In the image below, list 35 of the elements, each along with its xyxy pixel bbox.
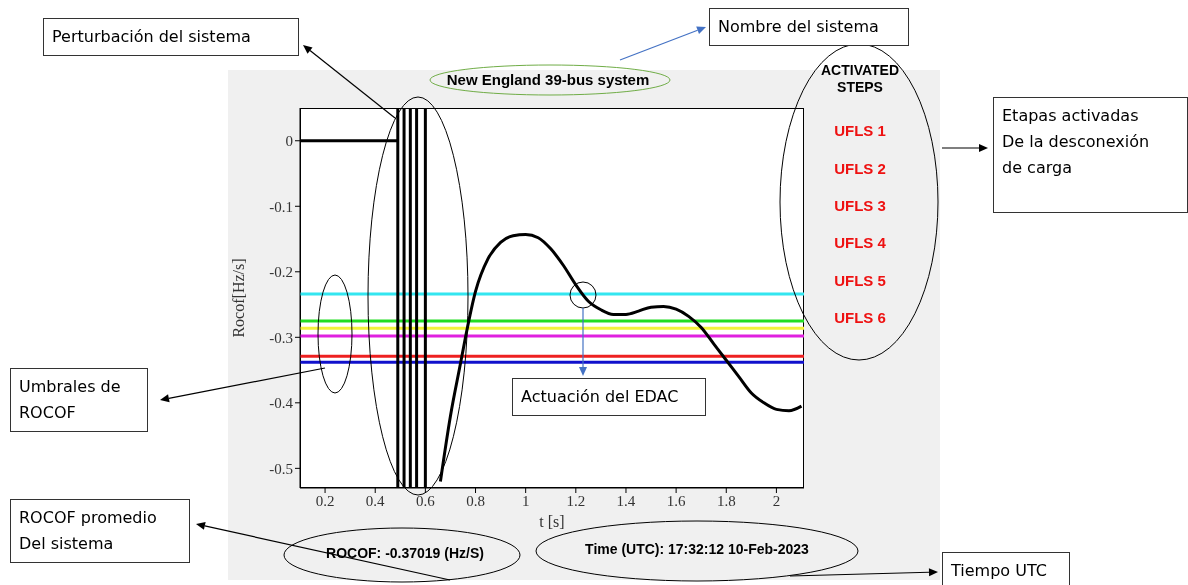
x-tick-label: 0.2	[315, 492, 335, 509]
x-tick-label: 1.6	[666, 492, 686, 509]
text: UFLS 2	[833, 160, 887, 177]
x-axis-title: t [s]	[539, 513, 565, 531]
x-tick-label: 1.4	[616, 492, 636, 509]
text: Umbrales de ROCOF	[19, 376, 122, 424]
text: ACTIVATED STEPS	[819, 62, 900, 96]
y-axis-title: Rocof[Hz/s]	[229, 258, 247, 338]
chart-title: New England 39-bus system	[445, 71, 651, 88]
text: UFLS 1	[833, 122, 887, 139]
text: UFLS 6	[833, 309, 887, 326]
x-tick-label: 1.8	[716, 492, 736, 509]
y-tick-label: 0	[285, 133, 293, 150]
x-tick-label: 0.4	[365, 492, 386, 509]
x-tick-label: 1	[521, 492, 530, 509]
x-tick-label: 2	[772, 492, 781, 509]
y-tick-label: -0.5	[269, 460, 293, 477]
text: Tiempo UTC	[951, 560, 1048, 582]
text: Time (UTC): 17:32:12 10-Feb-2023	[584, 541, 810, 557]
text: Perturbación del sistema	[52, 26, 252, 48]
y-tick-label: -0.2	[269, 264, 293, 281]
x-tick-label: 1.2	[566, 492, 586, 509]
y-tick-label: -0.3	[269, 329, 293, 346]
y-tick-label: -0.4	[269, 395, 294, 412]
text: Etapas activadas De la desconexión de carga	[1002, 105, 1151, 179]
text: ROCOF: -0.37019 (Hz/S)	[325, 545, 485, 561]
text: UFLS 4	[833, 234, 887, 251]
text: UFLS 3	[833, 197, 887, 214]
text: ROCOF promedio Del sistema	[19, 507, 158, 555]
text: Nombre del sistema	[718, 16, 880, 38]
x-tick-label: 0.8	[466, 492, 485, 509]
y-tick-label: -0.1	[269, 198, 293, 215]
annotation: Actuación del EDAC	[521, 386, 680, 408]
text: UFLS 5	[833, 272, 887, 289]
x-tick-label: 0.6	[416, 492, 436, 509]
